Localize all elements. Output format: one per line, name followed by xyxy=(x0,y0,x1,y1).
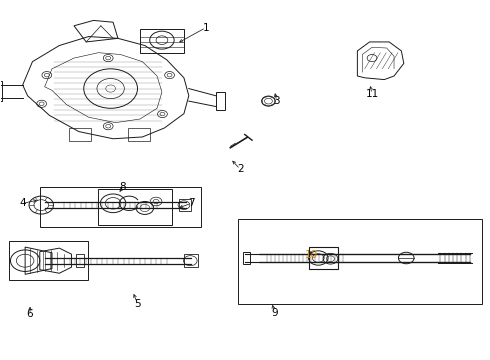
Text: 11: 11 xyxy=(366,89,379,99)
Bar xyxy=(76,254,84,267)
Text: 9: 9 xyxy=(271,308,278,318)
Text: 2: 2 xyxy=(237,164,244,174)
Text: 3: 3 xyxy=(273,96,280,106)
Text: 4: 4 xyxy=(20,198,26,208)
Text: 8: 8 xyxy=(120,182,126,192)
Bar xyxy=(238,220,482,304)
Bar xyxy=(179,199,191,211)
Bar xyxy=(243,252,250,265)
Text: 10: 10 xyxy=(304,250,318,260)
Bar xyxy=(216,92,225,110)
Bar xyxy=(0,81,2,101)
Bar xyxy=(69,128,91,140)
Bar xyxy=(98,189,172,225)
Text: 1: 1 xyxy=(202,23,209,33)
Bar xyxy=(9,241,88,280)
Bar xyxy=(309,247,338,270)
Text: 5: 5 xyxy=(134,299,141,309)
Bar xyxy=(40,187,201,226)
Text: 6: 6 xyxy=(26,310,33,319)
Bar xyxy=(184,254,197,267)
Bar xyxy=(140,30,184,53)
Bar xyxy=(128,128,150,140)
Text: 7: 7 xyxy=(188,198,195,208)
